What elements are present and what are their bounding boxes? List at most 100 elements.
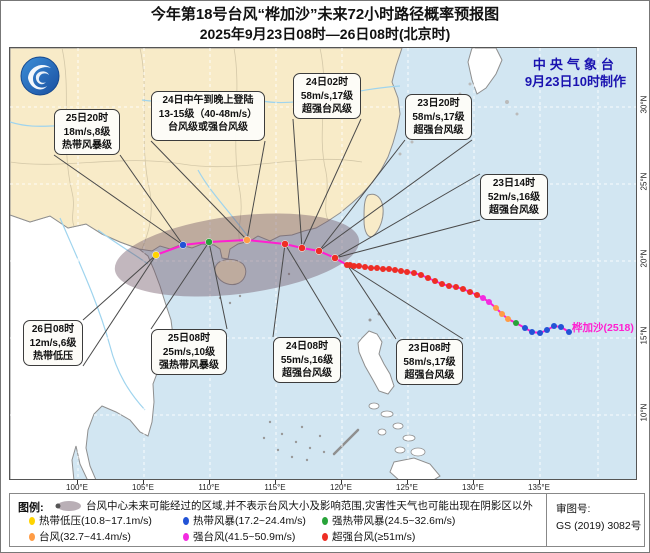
observed-point	[380, 266, 386, 272]
lon-tick-label: 120°E	[330, 483, 352, 492]
observed-point	[537, 330, 543, 336]
forecast-callout: 26日08时 12m/s,6级 热带低压	[23, 320, 83, 366]
leader-line	[272, 243, 286, 338]
observed-point	[522, 325, 528, 331]
observed-point	[439, 281, 445, 287]
lon-tick	[209, 480, 210, 484]
callout-line: 超强台风级	[404, 370, 455, 381]
forecast-point	[152, 251, 160, 259]
forecast-point	[281, 240, 289, 248]
callout-line: 18m/s,8级	[63, 126, 111, 138]
figure-subtitle: 2025年9月23日08时—26日08时(北京时)	[199, 26, 451, 42]
callout-line: 24日08时	[285, 341, 329, 352]
lon-tick	[473, 480, 474, 484]
leader-line	[246, 140, 266, 241]
legend-category-label: 热带风暴(17.2~24.4m/s)	[193, 515, 306, 527]
legend-category-label: 台风(32.7~41.4m/s)	[39, 531, 131, 543]
legend-heading: 图例:	[18, 502, 44, 514]
observed-point	[432, 278, 438, 284]
observed-point	[566, 329, 572, 335]
legend-cone-row: 台风中心未来可能经过的区域,并不表示台风大小及影响范围,灾害性天气也可能出现在阴…	[54, 498, 533, 513]
callout-leader-lines	[53, 118, 481, 367]
luzon-island	[357, 330, 395, 395]
leader-line	[208, 241, 228, 330]
forecast-callout: 23日08时 58m/s,17级 超强台风级	[396, 339, 463, 385]
legend-item: 热带低压(10.8~17.1m/s)	[29, 513, 152, 528]
leader-line	[53, 154, 184, 246]
observed-point	[480, 295, 486, 301]
callout-line: 24日中午到晚上登陆	[162, 95, 254, 106]
observed-point	[460, 286, 466, 292]
forecast-point	[298, 244, 306, 252]
lon-tick-label: 125°E	[396, 483, 418, 492]
callout-line: 12m/s,6级	[29, 337, 77, 349]
approval-value: GS (2019) 3082号	[556, 520, 642, 532]
callout-line: 25日08时	[167, 333, 211, 344]
observed-point	[513, 320, 519, 326]
legend-category-dot	[183, 532, 189, 541]
observed-point	[398, 268, 404, 274]
leader-line	[347, 265, 397, 340]
callout-line: 超强台风级	[413, 125, 464, 136]
agency-credit: 中央气象台 9月23日10时制作	[525, 56, 626, 90]
leader-line	[347, 265, 464, 340]
callout-line: 58m/s,17级	[412, 111, 465, 123]
leader-line	[119, 154, 184, 246]
province-borders	[10, 48, 363, 250]
callout-line: 热带低压	[33, 351, 73, 362]
legend-category-label: 超强台风(≥51m/s)	[332, 531, 416, 543]
callout-line: 超强台风级	[489, 205, 539, 216]
observed-point	[418, 272, 424, 278]
observed-point	[551, 323, 557, 329]
forecast-callout: 25日08时 25m/s,10级 强热带风暴级	[151, 329, 227, 375]
map-area: 中央气象台 9月23日10时制作 桦加沙(2518) 25日20时 18m/s,8…	[9, 47, 637, 480]
visayas-islands	[368, 402, 426, 457]
callout-line: 58m/s,17级	[300, 90, 354, 102]
lon-tick-label: 100°E	[66, 483, 88, 492]
legend-category-dot	[29, 516, 35, 525]
typhoon-track	[152, 236, 572, 336]
leader-line	[150, 241, 210, 330]
south-china-sea-islets	[218, 272, 381, 462]
agency-name: 中央气象台	[532, 57, 618, 72]
lat-tick-label: 20°N	[639, 249, 649, 268]
forecast-callout: 24日中午到晚上登陆 13-15级（40-48m/s） 台风级或强台风级	[151, 91, 265, 141]
observed-point	[544, 327, 550, 333]
figure-title: 今年第18号台风“桦加沙”未来72小时路径概率预报图	[150, 6, 500, 23]
legend-item: 强热带风暴(24.5~32.6m/s)	[322, 513, 455, 528]
callout-line: 58m/s,17级	[403, 356, 456, 368]
observed-point	[386, 266, 392, 272]
lon-tick-label: 110°E	[198, 483, 220, 492]
forecast-point	[331, 254, 339, 262]
callout-line: 25日20时	[65, 113, 109, 124]
callout-line: 13-15级（40-48m/s）	[158, 108, 258, 120]
callout-line: 超强台风级	[282, 368, 332, 379]
callout-line: 55m/s,16级	[280, 354, 334, 366]
cone-legend-text: 台风中心未来可能经过的区域,并不表示台风大小及影响范围,灾害性天气也可能出现在阴…	[86, 500, 533, 512]
forecast-point	[179, 241, 187, 249]
lat-tick-label: 25°N	[639, 172, 649, 191]
legend-category-dot	[183, 516, 189, 525]
legend-category-label: 热带低压(10.8~17.1m/s)	[39, 515, 152, 527]
observed-point	[411, 270, 417, 276]
legend-item: 强台风(41.5~50.9m/s)	[183, 529, 295, 544]
forecast-callout: 23日20时 58m/s,17级 超强台风级	[405, 94, 472, 140]
lon-tick-label: 105°E	[132, 483, 154, 492]
legend-category-label: 强台风(41.5~50.9m/s)	[193, 531, 296, 543]
observed-point	[467, 289, 473, 295]
lon-tick	[539, 480, 540, 484]
legend-category-dot	[29, 532, 35, 541]
leader-line	[318, 139, 473, 252]
leader-line	[334, 219, 481, 259]
lon-tick	[341, 480, 342, 484]
lon-tick-label: 130°E	[462, 483, 484, 492]
forecast-point	[315, 247, 323, 255]
observed-point	[446, 283, 452, 289]
legend-item: 热带风暴(17.2~24.4m/s)	[183, 513, 306, 528]
approval-number: 审图号: GS (2019) 3082号	[556, 501, 641, 535]
lon-tick	[275, 480, 276, 484]
leader-line	[82, 254, 157, 367]
mindanao-island	[389, 457, 441, 479]
observed-point	[425, 275, 431, 281]
callout-line: 23日08时	[408, 343, 451, 354]
